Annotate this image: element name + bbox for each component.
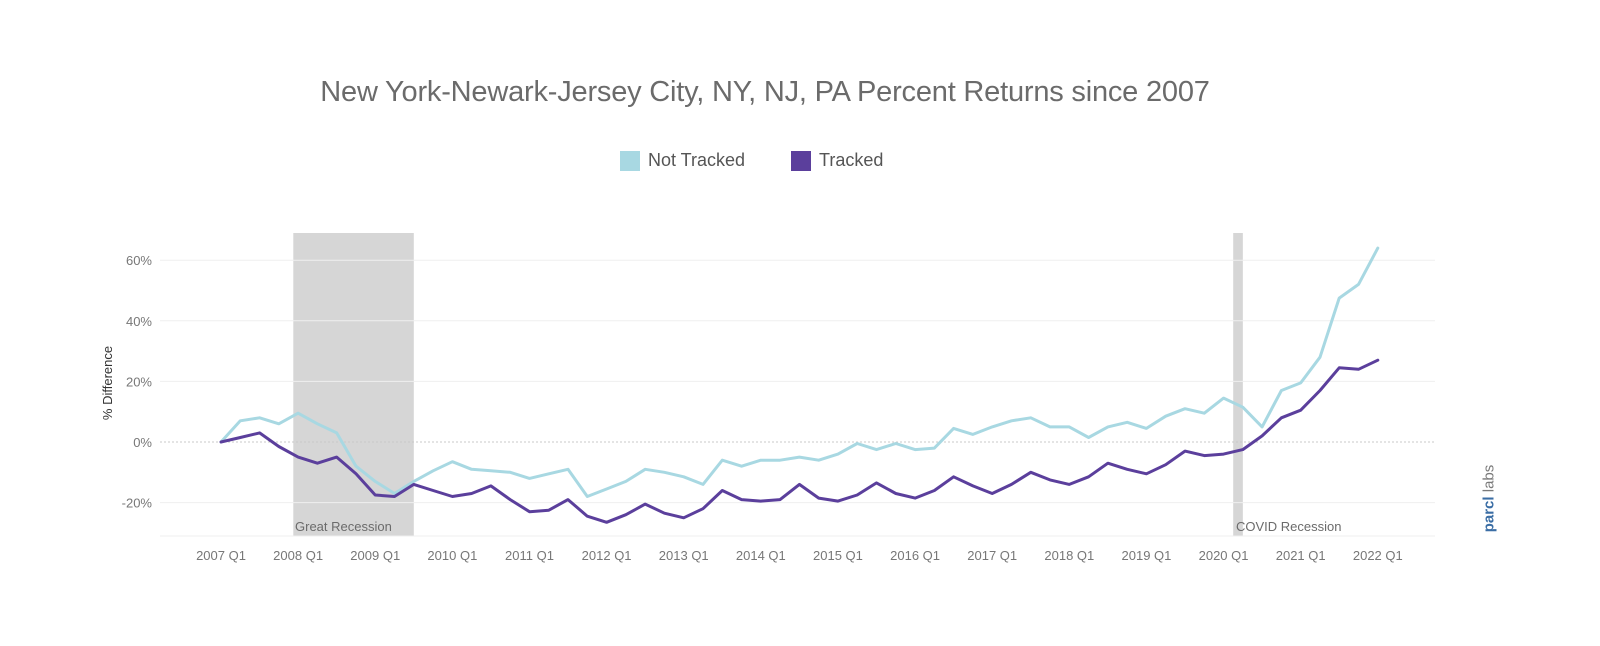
- x-tick-label: 2007 Q1: [196, 548, 246, 563]
- legend-item-tracked[interactable]: Tracked: [791, 150, 883, 171]
- x-tick-label: 2010 Q1: [427, 548, 477, 563]
- x-tick-label: 2019 Q1: [1122, 548, 1172, 563]
- y-tick-label: 40%: [126, 314, 152, 329]
- x-tick-label: 2022 Q1: [1353, 548, 1403, 563]
- parcl-labs-logo: parcl labs: [1480, 464, 1498, 533]
- x-tick-label: 2021 Q1: [1276, 548, 1326, 563]
- shaded-region-0: [293, 233, 414, 536]
- y-tick-label: -20%: [122, 496, 153, 511]
- x-tick-label: 2020 Q1: [1199, 548, 1249, 563]
- legend-label-tracked: Tracked: [819, 150, 884, 170]
- x-tick-label: 2009 Q1: [350, 548, 400, 563]
- shaded-region-1: [1233, 233, 1243, 536]
- legend: Not Tracked Tracked: [620, 150, 883, 171]
- shaded-region-label: COVID Recession: [1236, 519, 1341, 534]
- legend-swatch-tracked: [791, 150, 812, 171]
- x-tick-label: 2008 Q1: [273, 548, 323, 563]
- legend-label-not-tracked: Not Tracked: [648, 150, 746, 170]
- y-axis-label: % Difference: [100, 346, 115, 420]
- x-tick-label: 2017 Q1: [967, 548, 1017, 563]
- series-line-tracked: [219, 358, 1380, 524]
- x-tick-label: 2012 Q1: [582, 548, 632, 563]
- series-line-not-tracked: [219, 246, 1380, 498]
- y-tick-label: 20%: [126, 374, 152, 389]
- x-tick-label: 2015 Q1: [813, 548, 863, 563]
- legend-item-not-tracked[interactable]: Not Tracked: [620, 150, 745, 171]
- shaded-region-label: Great Recession: [295, 519, 392, 534]
- x-tick-label: 2016 Q1: [890, 548, 940, 563]
- legend-swatch-not-tracked: [620, 150, 640, 171]
- x-tick-label: 2013 Q1: [659, 548, 709, 563]
- y-tick-label: 60%: [126, 253, 152, 268]
- y-tick-label: 0%: [133, 435, 152, 450]
- x-tick-label: 2011 Q1: [505, 548, 554, 563]
- x-tick-label: 2014 Q1: [736, 548, 786, 563]
- x-tick-label: 2018 Q1: [1044, 548, 1094, 563]
- chart-title: New York-Newark-Jersey City, NY, NJ, PA …: [320, 76, 1210, 108]
